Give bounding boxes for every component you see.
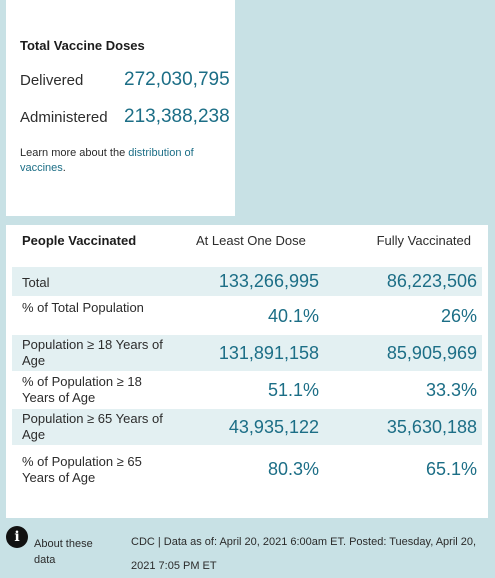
learn-more-suffix: . xyxy=(62,162,66,174)
info-icon[interactable]: i xyxy=(6,526,28,548)
table-row-pop-65: Population ≥ 65 Years of Age 43,935,122 … xyxy=(12,409,482,445)
row-value-one-dose: 40.1% xyxy=(267,306,319,326)
table-row-total: Total 133,266,995 86,223,506 xyxy=(12,267,482,296)
row-value-one-dose: 43,935,122 xyxy=(228,417,319,437)
delivered-row: Delivered 272,030,795 xyxy=(20,69,235,93)
about-these-data-link[interactable]: About these data xyxy=(34,538,93,566)
row-value-fully: 86,223,506 xyxy=(386,271,477,291)
row-label: % of Population ≥ 65 Years of Age xyxy=(22,454,142,485)
delivered-label: Delivered xyxy=(20,72,84,89)
column-header-one-dose: At Least One Dose xyxy=(196,233,306,248)
learn-more-prefix: Learn more about the xyxy=(20,147,129,159)
table-row-pct-65: % of Population ≥ 65 Years of Age 80.3% … xyxy=(12,451,482,491)
learn-more-text: Learn more about the distribution of vac… xyxy=(20,146,225,176)
row-value-one-dose: 131,891,158 xyxy=(218,343,319,363)
distribution-link[interactable]: distribution of vaccines xyxy=(20,147,194,174)
row-label: % of Total Population xyxy=(22,300,144,315)
column-header-fully: Fully Vaccinated xyxy=(376,233,471,248)
table-row-pct-18: % of Population ≥ 18 Years of Age 51.1% … xyxy=(12,372,482,408)
row-label: Population ≥ 18 Years of Age xyxy=(22,337,163,368)
table-row-pct-total: % of Total Population 40.1% 26% xyxy=(12,298,482,334)
row-label: Population ≥ 65 Years of Age xyxy=(22,411,163,442)
row-value-fully: 33.3% xyxy=(425,380,477,400)
people-vaccinated-card: People Vaccinated At Least One Dose Full… xyxy=(6,225,488,518)
total-doses-title: Total Vaccine Doses xyxy=(20,38,145,53)
row-label: % of Population ≥ 18 Years of Age xyxy=(22,374,142,405)
row-label: Total xyxy=(22,275,50,290)
delivered-value: 272,030,795 xyxy=(124,69,230,90)
row-value-one-dose: 51.1% xyxy=(267,380,319,400)
row-value-fully: 65.1% xyxy=(425,459,477,479)
data-source-note: CDC | Data as of: April 20, 2021 6:00am … xyxy=(131,536,477,572)
row-value-fully: 35,630,188 xyxy=(386,417,477,437)
administered-value: 213,388,238 xyxy=(124,106,230,127)
row-value-fully: 26% xyxy=(440,306,477,326)
administered-row: Administered 213,388,238 xyxy=(20,106,235,130)
row-value-fully: 85,905,969 xyxy=(386,343,477,363)
total-doses-card: Total Vaccine Doses Delivered 272,030,79… xyxy=(6,0,235,216)
administered-label: Administered xyxy=(20,109,108,126)
table-row-pop-18: Population ≥ 18 Years of Age 131,891,158… xyxy=(12,335,482,371)
row-value-one-dose: 133,266,995 xyxy=(218,271,319,291)
row-value-one-dose: 80.3% xyxy=(267,459,319,479)
people-vaccinated-title: People Vaccinated xyxy=(22,233,137,248)
